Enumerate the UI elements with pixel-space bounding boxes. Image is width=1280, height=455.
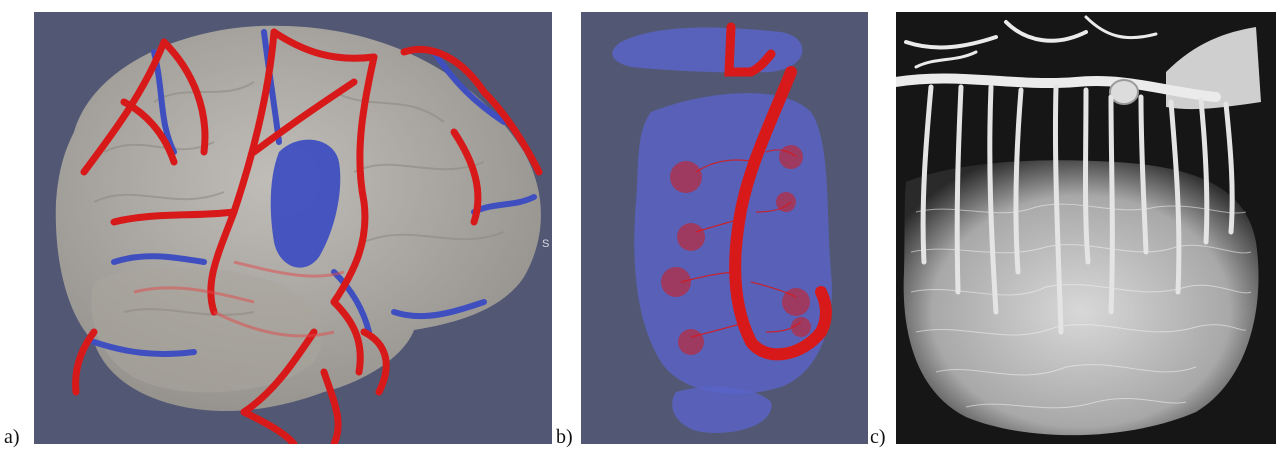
tissue-blob-top <box>612 27 803 73</box>
vessel-stump <box>1109 79 1139 105</box>
mesh-texture <box>910 203 1252 409</box>
panel-label-c: c) <box>870 426 886 448</box>
penetrating-vessels <box>920 84 1235 335</box>
tissue-artery-model <box>581 12 868 444</box>
capillary-clusters <box>661 145 811 355</box>
vascular-cast-micrograph <box>896 12 1276 444</box>
tissue-blob-bottom <box>672 386 772 433</box>
micrograph-svg <box>896 15 1261 436</box>
arteries <box>72 28 543 444</box>
panel-label-a: a) <box>4 426 20 448</box>
brain-vasculature-render: S <box>34 12 552 444</box>
vein-cluster <box>270 139 341 268</box>
temporal-lobe <box>91 267 322 393</box>
panel-label-b: b) <box>556 426 573 448</box>
artery-hook-top <box>724 22 776 77</box>
tissue-model-svg <box>612 22 832 433</box>
veins <box>91 29 537 357</box>
brain-render-svg <box>55 25 543 444</box>
surface-vessels <box>896 15 1221 102</box>
penetrating-artery <box>729 66 832 361</box>
edge-mark: S <box>542 238 550 250</box>
deep-arteries <box>133 260 345 338</box>
